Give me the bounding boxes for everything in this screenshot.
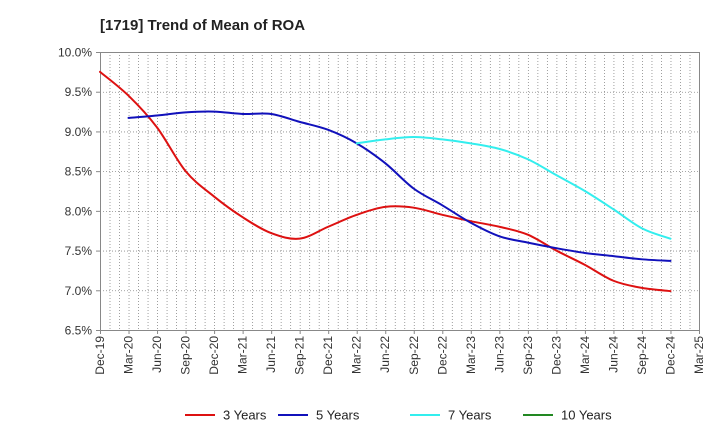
series-line-5-years xyxy=(127,110,672,262)
x-tick-label: Dec-24 xyxy=(663,336,677,375)
x-tick-label: Mar-22 xyxy=(350,336,364,374)
y-tick-label: 9.0% xyxy=(65,125,93,139)
y-tick-label: 6.5% xyxy=(65,324,93,338)
legend-label-7-years: 7 Years xyxy=(448,408,492,423)
x-tick-label: Jun-20 xyxy=(150,336,164,373)
y-tick-label: 7.0% xyxy=(65,284,93,298)
x-tick-label: Mar-24 xyxy=(578,336,592,374)
legend-label-5-years: 5 Years xyxy=(316,408,360,423)
legend-label-10-years: 10 Years xyxy=(561,408,612,423)
x-tick-label: Mar-21 xyxy=(236,336,250,374)
x-tick-label: Mar-23 xyxy=(464,336,478,374)
y-tick-label: 8.0% xyxy=(65,204,93,218)
x-tick-label: Dec-19 xyxy=(93,336,107,375)
x-tick-label: Jun-22 xyxy=(378,336,392,373)
x-tick-label: Mar-20 xyxy=(122,336,136,374)
x-tick-label: Dec-23 xyxy=(549,336,563,375)
y-tick-label: 8.5% xyxy=(65,165,93,179)
data-series xyxy=(99,70,672,293)
x-tick-label: Sep-21 xyxy=(293,336,307,375)
series-line-3-years xyxy=(99,70,672,293)
plot-frame xyxy=(100,52,700,331)
grid-lines xyxy=(100,52,699,330)
y-tick-label: 10.0% xyxy=(58,46,92,60)
legend-label-3-years: 3 Years xyxy=(223,408,267,423)
y-tick-label: 9.5% xyxy=(65,85,93,99)
chart-title: [1719] Trend of Mean of ROA xyxy=(100,17,305,34)
x-tick-label: Sep-20 xyxy=(179,336,193,375)
x-tick-label: Dec-21 xyxy=(321,336,335,375)
x-tick-label: Jun-23 xyxy=(492,336,506,373)
x-tick-label: Sep-24 xyxy=(635,336,649,375)
x-tick-label: Dec-22 xyxy=(435,336,449,375)
x-tick-label: Mar-25 xyxy=(692,336,706,374)
x-tick-label: Sep-22 xyxy=(407,336,421,375)
x-tick-label: Dec-20 xyxy=(207,336,221,375)
x-tick-label: Sep-23 xyxy=(521,336,535,375)
series-line-7-years xyxy=(355,135,672,240)
legend: 3 Years 5 Years 7 Years 10 Years xyxy=(185,408,612,423)
x-tick-label: Jun-21 xyxy=(264,336,278,373)
y-tick-label: 7.5% xyxy=(65,244,93,258)
axes: 6.5% 7.0% 7.5% 8.0% 8.5% 9.0% 9.5% 10.0% Dec-19 M… xyxy=(58,46,706,375)
x-tick-label: Jun-24 xyxy=(606,336,620,373)
